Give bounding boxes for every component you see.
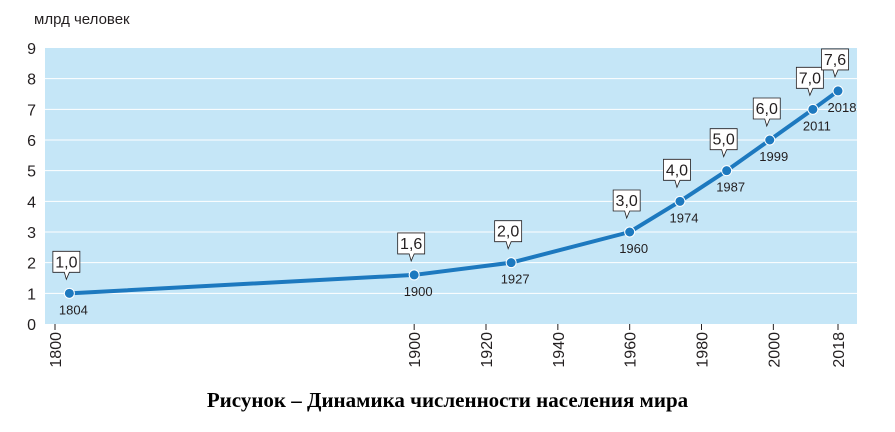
value-label: 3,0 <box>616 193 638 210</box>
value-callout <box>494 220 523 250</box>
value-label: 1,6 <box>400 236 422 253</box>
value-label: 4,0 <box>666 162 688 179</box>
year-label: 2011 <box>803 118 831 133</box>
value-callout <box>52 250 81 281</box>
data-point <box>807 103 819 115</box>
year-label: 1974 <box>670 210 699 225</box>
x-tick-label: 2018 <box>831 332 848 368</box>
value-label: 2,0 <box>497 224 519 241</box>
year-label: 1927 <box>501 272 530 287</box>
y-tick-label: 5 <box>27 164 36 181</box>
data-point <box>505 257 517 269</box>
year-label: 2018 <box>828 100 857 115</box>
x-tick-label: 2000 <box>766 332 783 368</box>
y-tick-label: 4 <box>27 194 36 211</box>
data-point <box>63 287 75 299</box>
x-tick-label: 1800 <box>48 332 65 368</box>
y-tick-label: 1 <box>27 286 36 303</box>
x-tick-label: 1920 <box>479 332 496 368</box>
grid <box>45 78 857 294</box>
value-callout <box>795 66 824 97</box>
y-tick-label: 0 <box>27 317 36 334</box>
value-label: 1,0 <box>55 254 77 271</box>
data-point <box>408 269 420 281</box>
value-callout <box>663 158 691 189</box>
year-label: 1987 <box>716 180 745 195</box>
value-callout <box>709 128 738 158</box>
x-tick-label: 1900 <box>407 332 424 368</box>
series: 1,0 1804 1,6 1900 2,0 1927 3,0 1960 4,0 1974 5,0 19… <box>52 48 857 317</box>
data-point <box>624 226 636 238</box>
year-label: 1999 <box>759 149 788 164</box>
y-tick-label: 8 <box>27 72 36 89</box>
year-label: 1900 <box>404 284 433 299</box>
x-tick-label: 1980 <box>695 332 712 368</box>
figure-caption: Рисунок – Динамика численности населения… <box>206 388 689 412</box>
data-point <box>721 165 733 177</box>
data-point <box>674 195 686 207</box>
axes: 0 1 2 3 4 5 6 7 8 9 1800 1900 1920 1940 1960 1980 2000 20… <box>27 41 848 368</box>
value-label: 5,0 <box>713 132 735 149</box>
population-chart: 0 1 2 3 4 5 6 7 8 9 1800 1900 1920 1940 1960 1980 2000 20… <box>27 11 857 368</box>
y-tick-label: 6 <box>27 133 36 150</box>
x-tick-label: 1940 <box>551 332 568 368</box>
value-callout <box>397 232 426 263</box>
x-tick-label: 1960 <box>623 332 640 368</box>
data-point <box>764 134 776 146</box>
y-tick-label: 3 <box>27 225 36 242</box>
year-label: 1960 <box>619 241 648 256</box>
y-tick-label: 9 <box>27 41 36 58</box>
value-callout <box>612 189 641 220</box>
y-tick-label: 2 <box>27 256 36 273</box>
value-label: 6,0 <box>756 101 778 118</box>
value-label: 7,0 <box>799 70 821 87</box>
value-callout <box>752 97 781 128</box>
data-point <box>832 85 844 97</box>
y-tick-label: 7 <box>27 102 36 119</box>
y-axis-label: млрд человек <box>34 11 130 28</box>
year-label: 1804 <box>59 302 88 317</box>
value-callout <box>821 48 849 79</box>
plot-area <box>45 48 857 324</box>
value-label: 7,6 <box>824 52 846 69</box>
